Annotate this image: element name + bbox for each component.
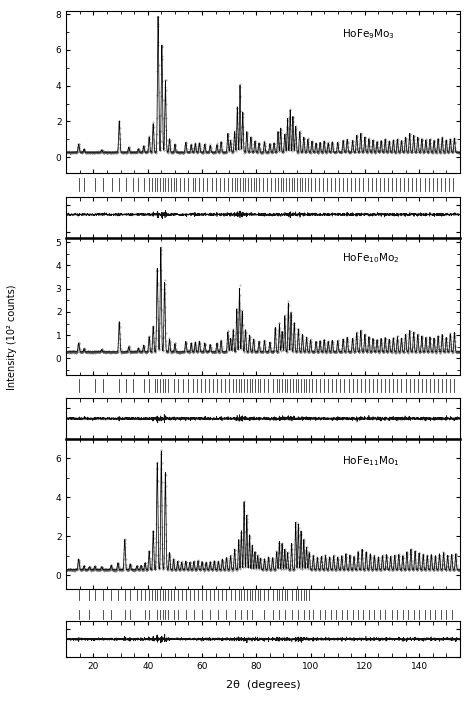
Text: Intensity (10² counts): Intensity (10² counts) <box>7 285 17 390</box>
Text: HoFe$_{10}$Mo$_2$: HoFe$_{10}$Mo$_2$ <box>342 251 399 265</box>
Text: HoFe$_9$Mo$_3$: HoFe$_9$Mo$_3$ <box>342 27 395 41</box>
Text: HoFe$_{11}$Mo$_1$: HoFe$_{11}$Mo$_1$ <box>342 454 399 467</box>
Text: 2θ  (degrees): 2θ (degrees) <box>226 681 301 690</box>
